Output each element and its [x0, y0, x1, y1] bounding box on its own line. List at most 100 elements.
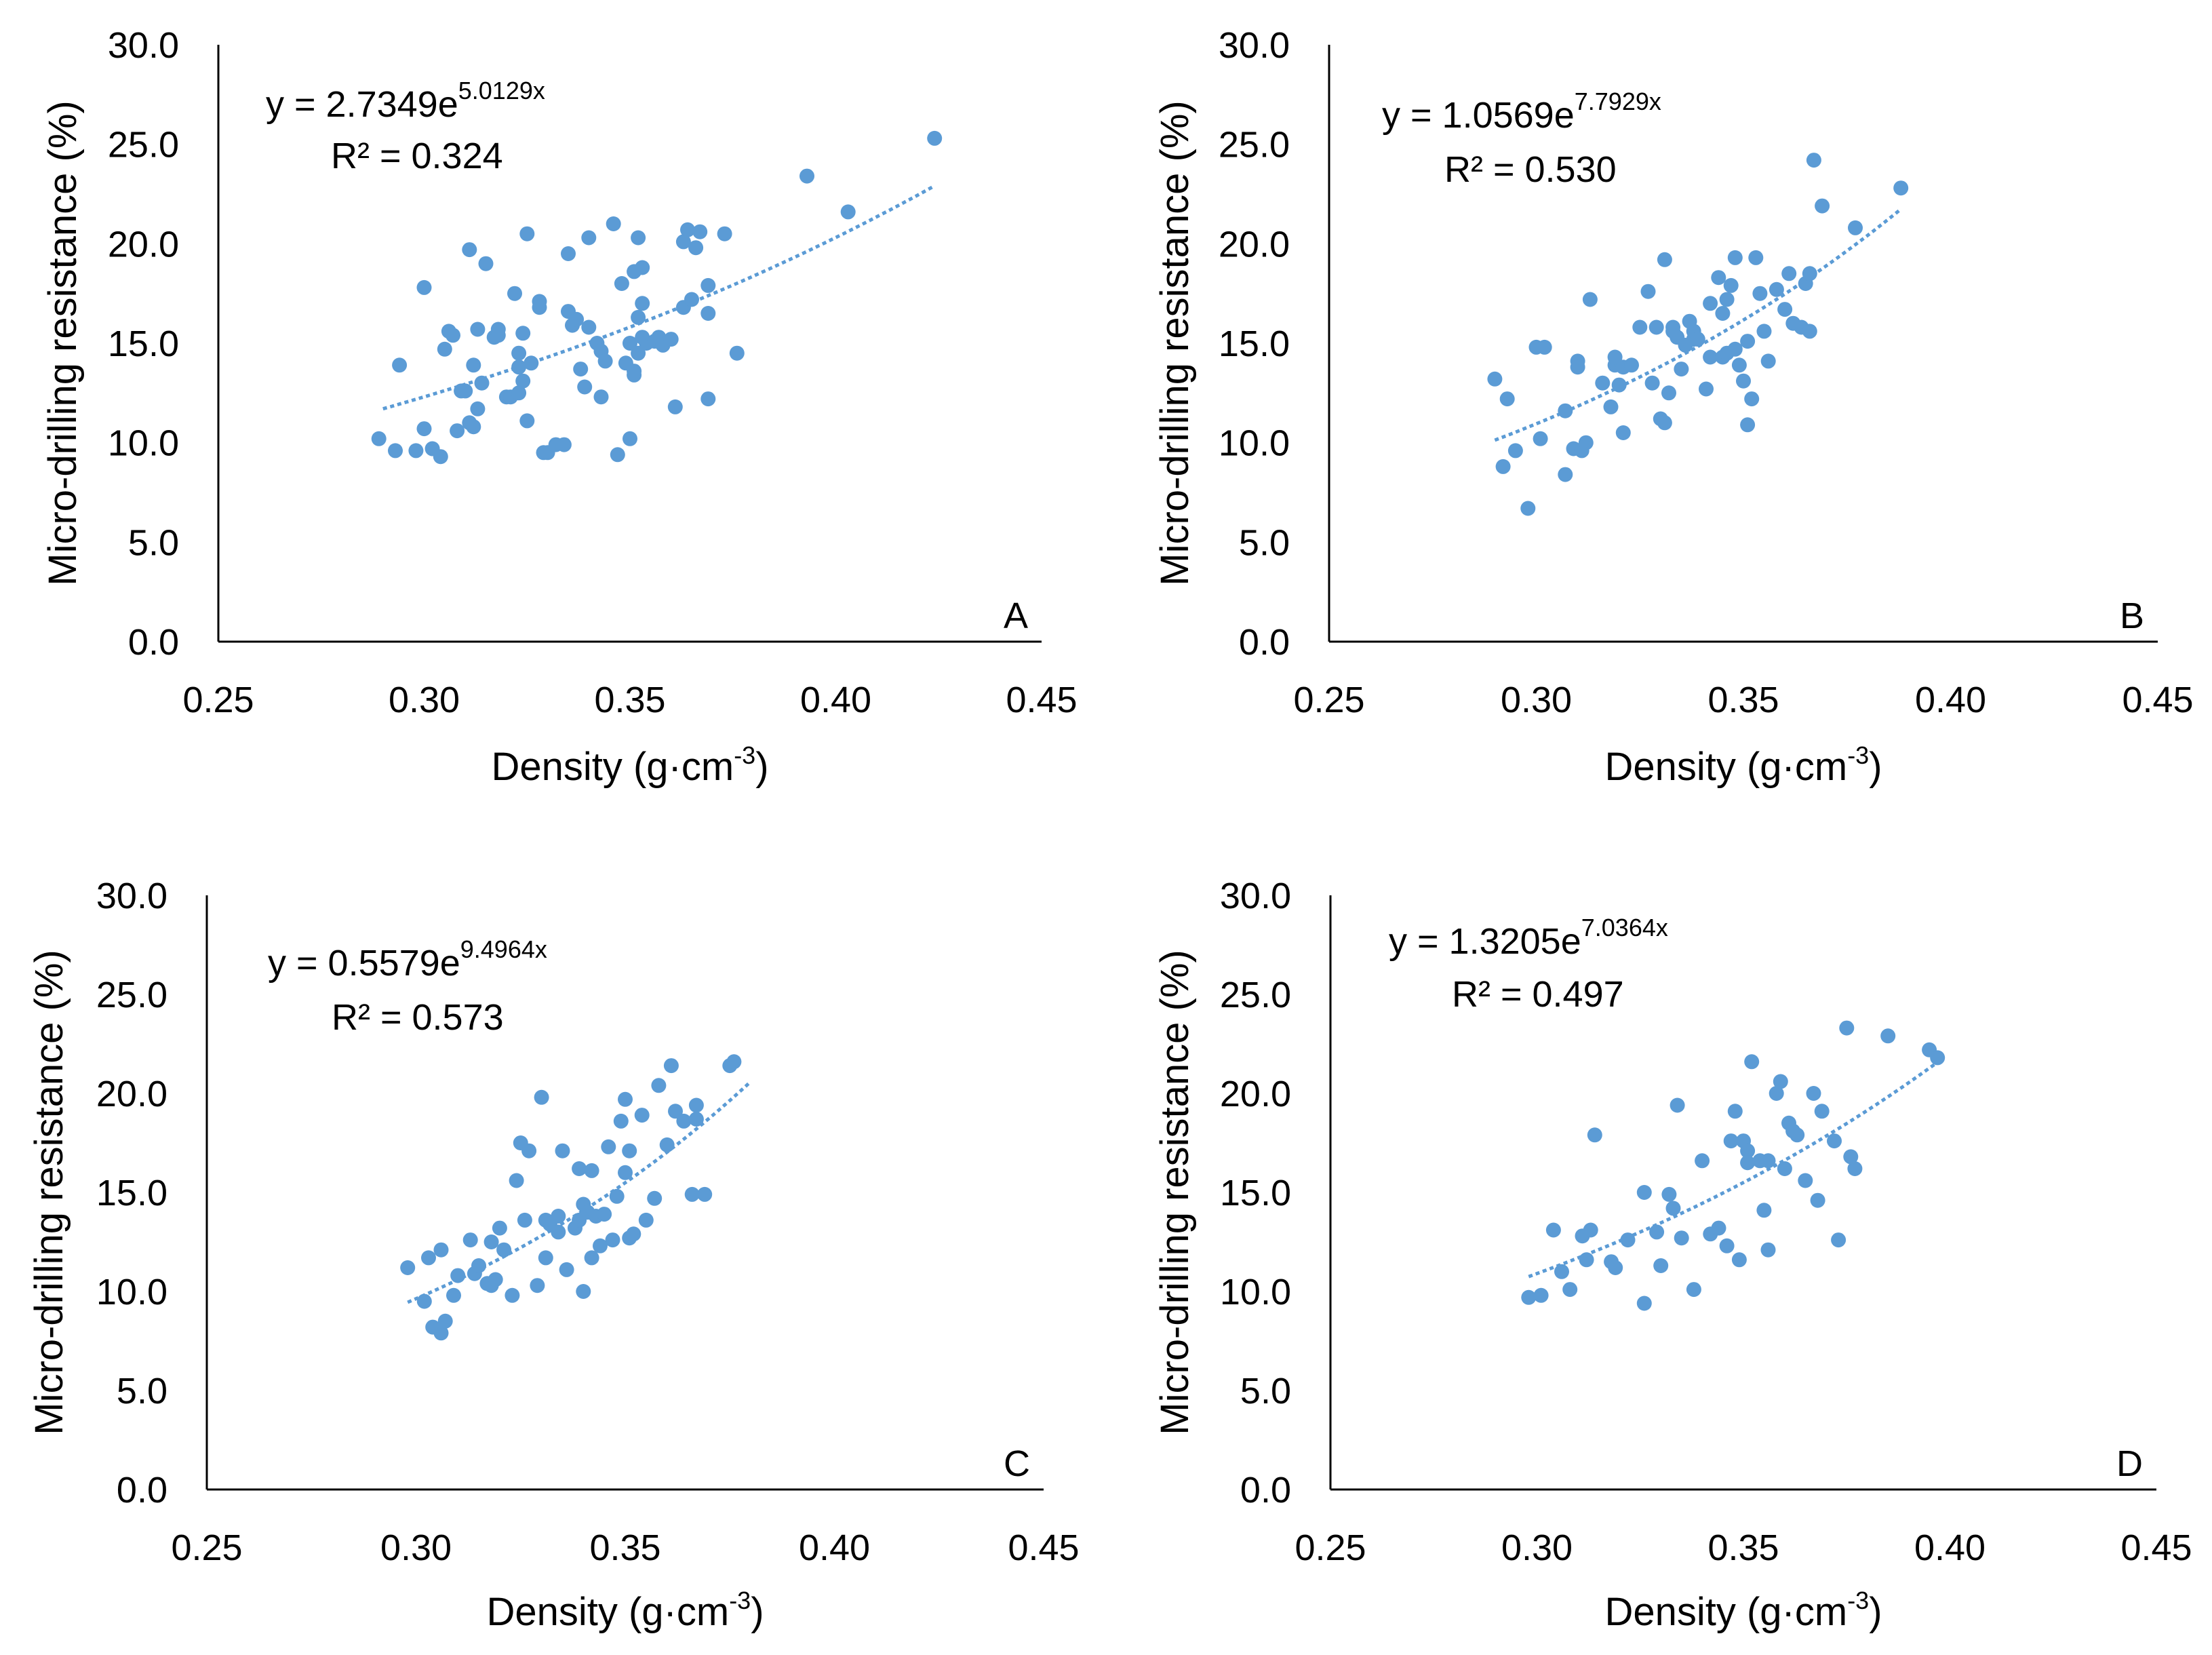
chart-panel-d: 0.0 5.0 10.0 15.0 20.0 25.0 30.0 0.25 0.30 0.35 0.… — [1153, 876, 2192, 1634]
y-tick-label: 30.0 — [108, 25, 179, 66]
data-point — [466, 357, 481, 373]
x-tick-label: 0.35 — [589, 1527, 660, 1568]
data-point — [726, 1054, 742, 1070]
y-tick-label: 10.0 — [108, 423, 179, 464]
data-point — [1644, 375, 1660, 391]
data-point — [1777, 1161, 1792, 1176]
data-point — [1756, 324, 1772, 339]
y-tick-label: 20.0 — [108, 224, 179, 265]
y-tick-label: 15.0 — [1219, 324, 1290, 364]
y-tick-label: 15.0 — [96, 1173, 167, 1213]
data-point — [697, 1186, 713, 1202]
data-point — [521, 1143, 537, 1158]
y-tick-label: 5.0 — [1239, 522, 1290, 563]
data-point — [593, 1238, 608, 1253]
data-point — [576, 1284, 591, 1299]
data-point — [1798, 1173, 1813, 1188]
data-point — [635, 260, 650, 275]
data-point — [515, 373, 531, 389]
r-squared-label: R² = 0.530 — [1444, 149, 1617, 190]
x-axis-title-superscript: -3 — [729, 1586, 751, 1614]
data-point — [1653, 1258, 1669, 1273]
data-point — [1495, 459, 1511, 474]
x-tick-label: 0.40 — [1915, 680, 1986, 720]
data-point — [1558, 467, 1573, 482]
data-point — [1587, 1127, 1602, 1143]
data-point — [680, 222, 695, 237]
data-point — [601, 1139, 616, 1154]
data-point — [688, 1112, 704, 1127]
data-point — [1690, 332, 1705, 347]
data-point — [1748, 250, 1764, 265]
data-point — [470, 401, 486, 416]
data-point — [1615, 425, 1631, 440]
data-point — [717, 226, 732, 241]
data-point — [1582, 292, 1598, 307]
data-point — [1648, 319, 1664, 335]
data-point — [1711, 1220, 1726, 1236]
r-squared-label: R² = 0.573 — [332, 997, 504, 1038]
data-point — [517, 1212, 532, 1228]
data-point — [1579, 1252, 1594, 1268]
x-axis-title-end: ) — [1869, 1590, 1882, 1634]
data-point — [1839, 1020, 1855, 1036]
data-point — [458, 383, 473, 399]
y-axis-title: Micro-drilling resistance (%) — [1153, 950, 1197, 1435]
data-point — [1769, 281, 1784, 297]
y-tick-label: 0.0 — [128, 622, 179, 663]
data-point — [605, 1232, 620, 1248]
data-point — [416, 1293, 432, 1309]
data-point — [1674, 1230, 1689, 1246]
data-point — [1827, 1133, 1842, 1149]
data-point — [511, 345, 527, 361]
data-point — [1848, 220, 1863, 235]
x-axis-title-end: ) — [751, 1590, 764, 1634]
y-tick-label: 10.0 — [1219, 423, 1290, 464]
y-tick-label: 15.0 — [108, 324, 179, 364]
data-point — [663, 1058, 679, 1074]
y-tick-label: 0.0 — [1240, 1470, 1291, 1511]
data-point — [1640, 284, 1656, 299]
data-point — [1731, 357, 1747, 373]
data-point — [1843, 1149, 1859, 1165]
data-point — [1723, 277, 1739, 293]
data-point — [1847, 1161, 1863, 1176]
y-tick-label: 5.0 — [117, 1371, 167, 1411]
data-point — [631, 230, 646, 246]
data-point — [556, 437, 572, 452]
r-squared-label: R² = 0.324 — [331, 136, 503, 176]
x-tick-label: 0.45 — [2120, 1527, 2192, 1568]
data-point — [1880, 1028, 1896, 1044]
r-squared-label: R² = 0.497 — [1452, 974, 1624, 1015]
x-axis-title: Density (g·cm-3) — [486, 1586, 764, 1634]
data-point — [433, 449, 448, 465]
data-point — [1744, 1054, 1760, 1070]
data-point — [631, 309, 646, 325]
trend-equation: y = 0.5579e9.4964x — [268, 935, 547, 984]
data-point — [597, 1207, 612, 1222]
x-axis-title: Density (g·cm-3) — [491, 741, 768, 789]
data-point — [729, 345, 745, 361]
trend-equation: y = 1.3205e7.0364x — [1389, 914, 1668, 962]
data-point — [1632, 319, 1648, 335]
data-point — [675, 234, 691, 250]
data-point — [1752, 286, 1768, 301]
data-point — [524, 355, 539, 371]
data-point — [581, 319, 597, 335]
data-point — [446, 328, 460, 343]
data-point — [1570, 359, 1585, 375]
data-point — [1756, 1203, 1772, 1218]
data-point — [483, 1234, 499, 1249]
data-point — [433, 1325, 449, 1341]
data-point — [700, 277, 716, 293]
data-point — [1744, 391, 1760, 407]
data-point — [1521, 1289, 1537, 1305]
x-tick-label: 0.25 — [1295, 1527, 1366, 1568]
data-point — [1554, 1264, 1569, 1279]
x-tick-label: 0.45 — [2122, 680, 2193, 720]
data-point — [1624, 357, 1639, 373]
data-point — [1611, 377, 1627, 393]
trend-equation: y = 2.7349e5.0129x — [266, 77, 545, 125]
x-tick-label: 0.35 — [1707, 680, 1779, 720]
data-point — [450, 1268, 466, 1283]
